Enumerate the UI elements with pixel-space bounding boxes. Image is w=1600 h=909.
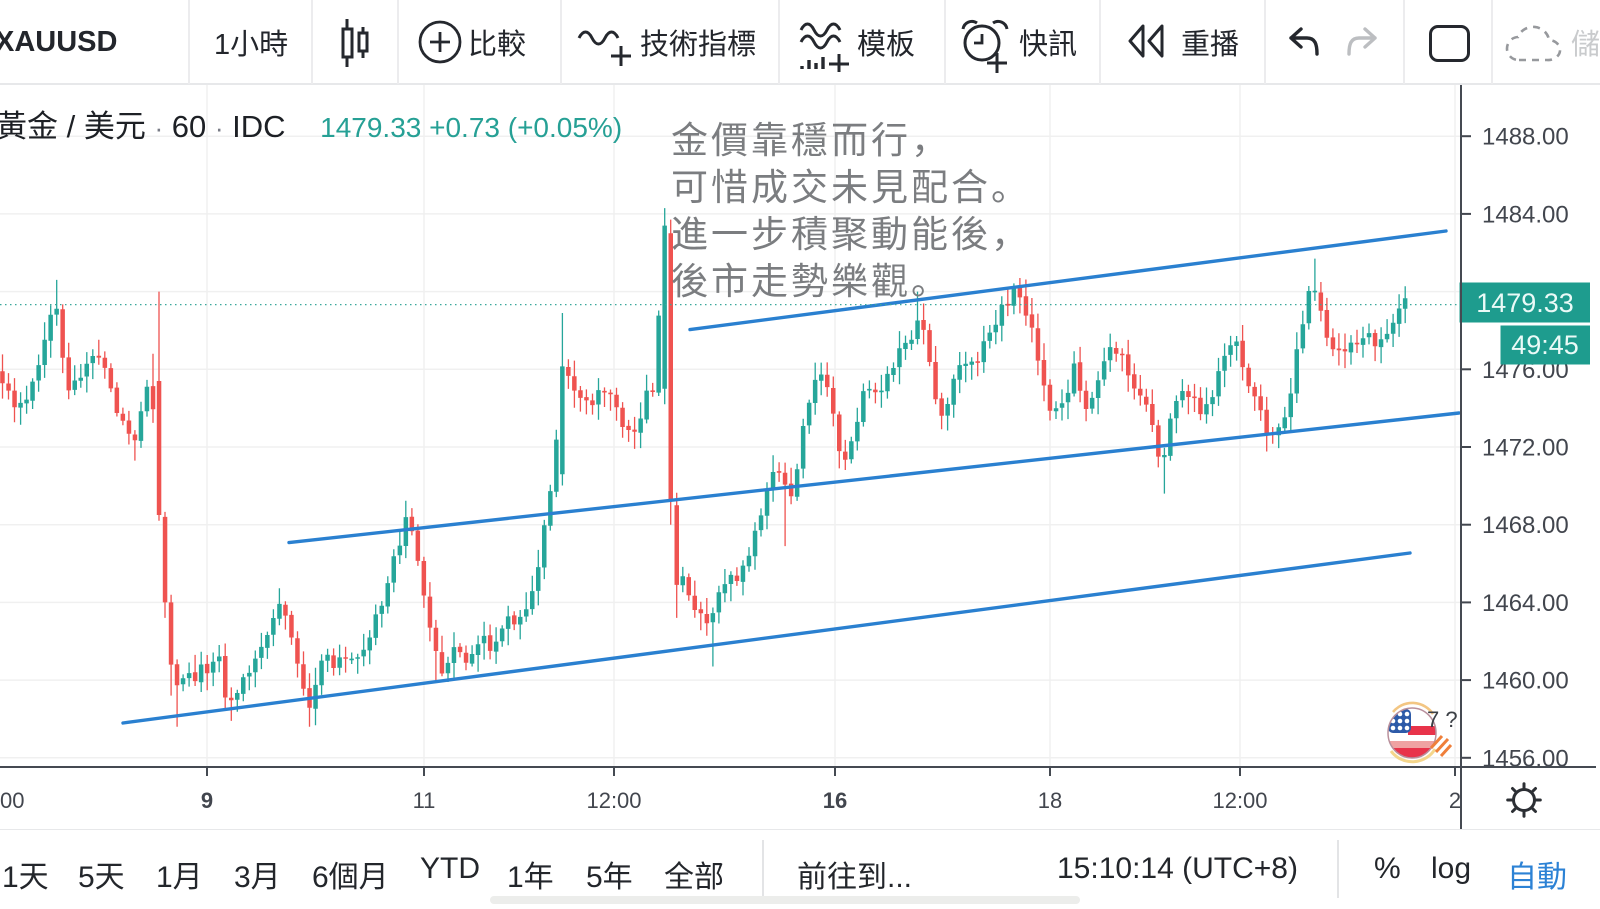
svg-text:16: 16 <box>823 788 847 813</box>
svg-text:1456.00: 1456.00 <box>1482 745 1569 772</box>
svg-text:12:00: 12:00 <box>586 788 641 813</box>
svg-text:1488.00: 1488.00 <box>1482 124 1569 151</box>
svg-text:12:00: 12:00 <box>1212 788 1267 813</box>
svg-text:1472.00: 1472.00 <box>1482 435 1569 462</box>
svg-text:1464.00: 1464.00 <box>1482 590 1569 617</box>
svg-text:1484.00: 1484.00 <box>1482 201 1569 228</box>
svg-text:1479.33: 1479.33 <box>1476 288 1574 318</box>
svg-text:00: 00 <box>0 788 24 813</box>
svg-text:18: 18 <box>1038 788 1062 813</box>
svg-text:2: 2 <box>1449 788 1461 813</box>
svg-text:7 ?: 7 ? <box>1427 707 1458 732</box>
svg-text:11: 11 <box>413 788 436 813</box>
svg-text:9: 9 <box>201 788 213 813</box>
svg-text:1468.00: 1468.00 <box>1482 512 1569 539</box>
svg-text:49:45: 49:45 <box>1511 330 1579 360</box>
svg-text:1460.00: 1460.00 <box>1482 668 1569 695</box>
